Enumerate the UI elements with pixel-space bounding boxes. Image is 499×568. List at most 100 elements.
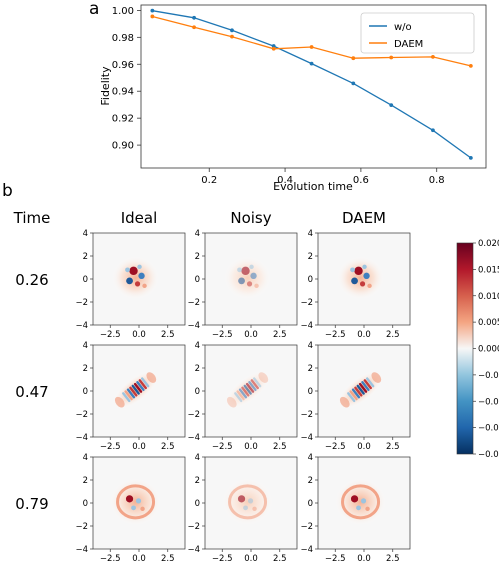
heatmap-y-tick-label: −4: [300, 545, 313, 555]
data-point: [309, 61, 314, 66]
line-chart-series: [150, 8, 473, 160]
heatmap-y-tick-label: −2: [187, 410, 200, 420]
heatmap-x-tick-label: −2.5: [212, 554, 233, 564]
heatmap-ideal-t047: 4 2 0 −2 −4 −2.5 0.0 2.5: [75, 341, 186, 452]
colorbar-tick-label: 0.010: [478, 292, 499, 302]
heatmap-x-tick-label: 0.0: [132, 554, 146, 564]
heatmap-x-tick-label: −2.5: [100, 442, 121, 452]
heatmap-y-tick-label: 2: [195, 252, 200, 262]
heatmap-y-tick-label: 2: [308, 364, 313, 374]
data-point: [192, 15, 196, 20]
y-tick-label: 0.90: [112, 141, 134, 152]
heatmap-y-tick-label: 0: [195, 499, 200, 509]
heatmap-noisy-t026: 4 2 0 −2 −4 −2.5 0.0 2.5: [187, 229, 298, 340]
heatmap-x-tick-label: 0.0: [132, 442, 146, 452]
colorbar-tick-label: −0.020: [478, 450, 499, 460]
heatmap-x-tick-label: 2.5: [273, 330, 287, 340]
colorbar-tick-label: 0.005: [478, 318, 499, 328]
data-point: [309, 45, 314, 49]
data-point: [271, 46, 276, 51]
y-tick-label: 0.96: [112, 60, 134, 71]
x-tick-label: 0.6: [353, 175, 369, 186]
heatmap-y-tick-label: −2: [75, 410, 88, 420]
heatmap-y-tick-label: 4: [195, 341, 200, 351]
heatmap-pattern: [223, 255, 272, 300]
heatmap-y-tick-label: 0: [83, 275, 88, 285]
heatmap-x-tick-label: 2.5: [161, 554, 175, 564]
heatmap-x-tick-label: −2.5: [325, 442, 346, 452]
heatmap-y-tick-label: −4: [187, 433, 200, 443]
heatmap-pattern: [334, 477, 387, 526]
heatmap-x-tick-label: −2.5: [212, 330, 233, 340]
heatmap-x-tick-label: 0.0: [132, 330, 146, 340]
column-header-noisy: Noisy: [230, 209, 271, 227]
panel-label-a: a: [89, 0, 99, 19]
data-point: [351, 81, 356, 86]
x-tick-label: 0.8: [429, 175, 445, 186]
data-point: [431, 128, 435, 133]
heatmap-ideal-t079: 4 2 0 −2 −4 −2.5 0.0 2.5: [75, 453, 186, 564]
heatmap-y-tick-label: −4: [75, 545, 88, 555]
row-labels: 0.26 0.47 0.79: [15, 271, 48, 513]
heatmap-y-tick-label: 0: [195, 387, 200, 397]
heatmap-y-tick-label: −4: [187, 545, 200, 555]
heatmap-y-tick-label: 2: [308, 252, 313, 262]
heatmap-y-tick-label: 4: [83, 229, 88, 239]
heatmap-y-tick-label: 4: [308, 453, 313, 463]
heatmap-y-tick-label: 2: [195, 364, 200, 374]
heatmap-pattern: [337, 370, 384, 410]
column-headers: Ideal Noisy DAEM: [121, 209, 386, 227]
heatmap-y-tick-label: −2: [300, 522, 313, 532]
heatmap-y-tick-label: −2: [300, 298, 313, 308]
heatmap-x-tick-label: −2.5: [212, 442, 233, 452]
data-point: [271, 44, 276, 48]
heatmap-y-tick-label: −4: [300, 321, 313, 331]
heatmap-pattern: [112, 370, 159, 410]
colorbar-gradient: [456, 242, 474, 455]
heatmap-pattern: [336, 255, 385, 300]
data-point: [468, 63, 473, 68]
heatmap-y-tick-label: −4: [75, 433, 88, 443]
data-point: [230, 34, 234, 39]
heatmap-pattern: [109, 477, 162, 526]
data-point: [351, 56, 356, 61]
heatmap-noisy-t079: 4 2 0 −2 −4 −2.5 0.0 2.5: [187, 453, 298, 564]
data-point: [150, 8, 155, 13]
heatmap-y-tick-label: 0: [83, 499, 88, 509]
heatmap-daem-t047: 4 2 0 −2 −4 −2.5 0.0 2.5: [300, 341, 411, 452]
wigner-heatmap-grid: Time Ideal Noisy DAEM 0.26 0.47 0.79 4 2 0 −2 −4…: [13, 209, 411, 564]
colorbar-tick-label: 0.000: [478, 345, 499, 355]
data-point: [431, 54, 435, 59]
heatmap-x-tick-label: 2.5: [273, 554, 287, 564]
heatmap-x-tick-label: 0.0: [357, 330, 371, 340]
row-label-time: 0.47: [15, 383, 48, 401]
heatmap-x-tick-label: 2.5: [161, 330, 175, 340]
heatmap-y-tick-label: 4: [83, 341, 88, 351]
y-tick-label: 1.00: [112, 6, 134, 17]
colorbar-ticks: 0.020 0.015 0.010 0.005 0.000 −0.005 −0.010 −0.…: [473, 239, 499, 460]
heatmap-panels: 4 2 0 −2 −4 −2.5 0.0 2.5 4 2 0 −2 −4 −2.5 0.0 2.5 4 2 0 −2 −…: [75, 229, 411, 564]
legend-label-daem: DAEM: [394, 39, 423, 50]
y-tick-label: 0.92: [112, 114, 134, 125]
data-point: [389, 103, 394, 107]
heatmap-x-tick-label: −2.5: [100, 330, 121, 340]
y-tick-label: 0.94: [112, 87, 134, 98]
heatmap-x-tick-label: 0.0: [244, 442, 258, 452]
heatmap-y-tick-label: −4: [75, 321, 88, 331]
heatmap-y-tick-label: 2: [83, 476, 88, 486]
heatmap-x-tick-label: 0.0: [357, 554, 371, 564]
heatmap-daem-t079: 4 2 0 −2 −4 −2.5 0.0 2.5: [300, 453, 411, 564]
heatmap-y-tick-label: 0: [195, 275, 200, 285]
heatmap-x-tick-label: 2.5: [161, 442, 175, 452]
heatmap-y-tick-label: 0: [308, 275, 313, 285]
heatmap-x-tick-label: −2.5: [325, 330, 346, 340]
colorbar-tick-label: 0.020: [478, 239, 499, 249]
heatmap-pattern: [111, 255, 160, 300]
heatmap-pattern: [224, 370, 271, 410]
colorbar: 0.020 0.015 0.010 0.005 0.000 −0.005 −0.010 −0.…: [456, 239, 499, 460]
heatmap-x-tick-label: 2.5: [386, 442, 400, 452]
data-point: [389, 55, 394, 60]
colorbar-tick-label: −0.015: [478, 424, 499, 434]
heatmap-y-tick-label: 2: [195, 476, 200, 486]
